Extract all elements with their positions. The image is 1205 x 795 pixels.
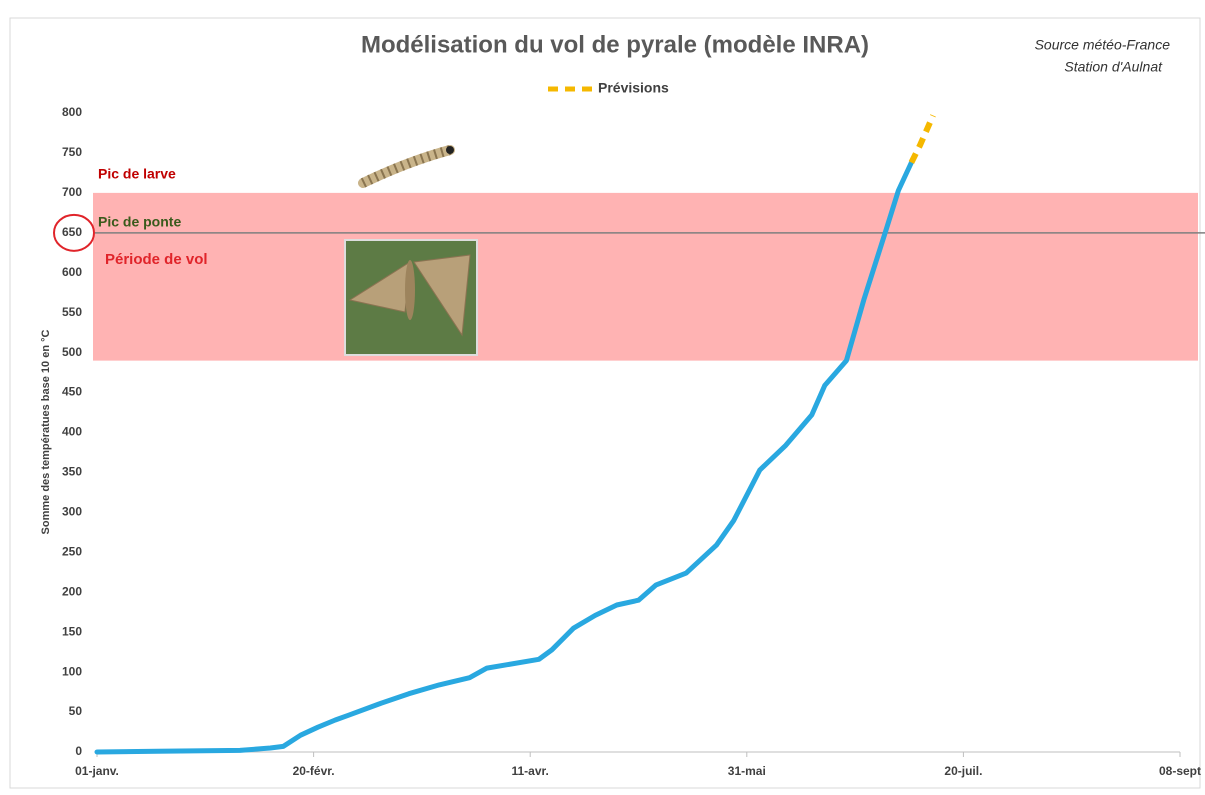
y-tick-label: 350 xyxy=(62,465,82,479)
annotation: Pic de larve xyxy=(98,166,176,182)
y-tick-label: 700 xyxy=(62,185,82,199)
chart-title: Modélisation du vol de pyrale (modèle IN… xyxy=(361,31,869,58)
chart: Modélisation du vol de pyrale (modèle IN… xyxy=(0,0,1205,795)
y-tick-label: 500 xyxy=(62,345,82,359)
legend-label: Prévisions xyxy=(598,80,669,96)
x-tick-label: 20-juil. xyxy=(944,764,982,778)
moth-body xyxy=(405,260,415,320)
moth-image xyxy=(345,240,477,355)
flight-band xyxy=(93,193,1198,361)
y-tick-label: 750 xyxy=(62,145,82,159)
larva-head xyxy=(446,146,454,154)
y-tick-label: 200 xyxy=(62,584,82,598)
x-tick-label: 20-févr. xyxy=(293,764,335,778)
y-tick-label: 50 xyxy=(69,704,83,718)
y-tick-label: 400 xyxy=(62,425,82,439)
y-tick-label: 0 xyxy=(75,744,82,758)
band-label: Période de vol xyxy=(105,251,208,268)
x-tick-label: 01-janv. xyxy=(75,764,119,778)
reference-label: Pic de ponte xyxy=(98,214,181,230)
y-tick-label: 800 xyxy=(62,105,82,119)
page: Modélisation du vol de pyrale (modèle IN… xyxy=(0,0,1205,795)
y-tick-label: 150 xyxy=(62,624,82,638)
x-tick-label: 31-mai xyxy=(728,764,766,778)
x-tick-label: 11-avr. xyxy=(512,764,549,778)
x-tick-label: 08-sept xyxy=(1159,764,1201,778)
y-tick-label: 100 xyxy=(62,664,82,678)
y-tick-label: 550 xyxy=(62,305,82,319)
y-tick-label: 650 xyxy=(62,225,82,239)
y-tick-label: 300 xyxy=(62,505,82,519)
y-tick-label: 250 xyxy=(62,544,82,558)
chart-frame xyxy=(10,18,1200,788)
y-axis-label: Somme des températues base 10 en °C xyxy=(40,329,52,534)
source: Source météo-France xyxy=(1035,37,1171,53)
y-tick-label: 600 xyxy=(62,265,82,279)
source: Station d'Aulnat xyxy=(1064,59,1163,75)
y-tick-label: 450 xyxy=(62,385,82,399)
